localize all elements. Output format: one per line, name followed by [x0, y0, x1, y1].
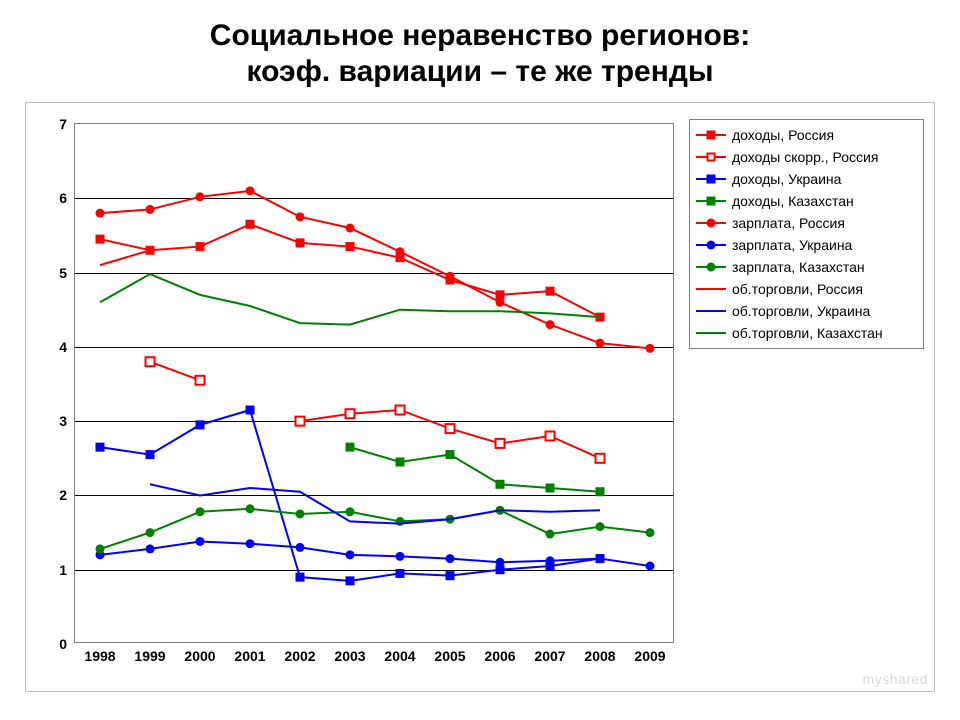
- title-line-2: коэф. вариации – те же тренды: [20, 54, 940, 90]
- y-tick-label: 4: [59, 339, 67, 355]
- legend-swatch: [696, 124, 726, 146]
- y-tick-label: 7: [59, 116, 67, 132]
- legend-label: доходы, Россия: [732, 124, 834, 146]
- legend-swatch: [696, 212, 726, 234]
- x-tick-label: 2001: [234, 648, 265, 664]
- series-line: [100, 191, 650, 348]
- legend-swatch: [696, 190, 726, 212]
- legend-label: зарплата, Россия: [732, 212, 845, 234]
- legend-label: зарплата, Казахстан: [732, 256, 865, 278]
- legend-item: об.торговли, Россия: [696, 278, 917, 300]
- legend-label: доходы, Украина: [732, 168, 841, 190]
- legend-swatch: [696, 322, 726, 344]
- x-tick-label: 2008: [584, 648, 615, 664]
- series-line: [100, 250, 150, 265]
- slide: Социальное неравенство регионов: коэф. в…: [0, 0, 960, 720]
- legend-swatch: [696, 168, 726, 190]
- x-tick-label: 2009: [634, 648, 665, 664]
- x-tick-label: 1999: [134, 648, 165, 664]
- x-tick-label: 2006: [484, 648, 515, 664]
- legend-item: об.торговли, Украина: [696, 300, 917, 322]
- legend-item: доходы, Украина: [696, 168, 917, 190]
- legend-swatch: [696, 146, 726, 168]
- legend-label: об.торговли, Казахстан: [732, 322, 883, 344]
- legend-label: доходы, Казахстан: [732, 190, 854, 212]
- legend: доходы, Россиядоходы скорр., Россиядоход…: [689, 119, 924, 349]
- legend-item: об.торговли, Казахстан: [696, 322, 917, 344]
- legend-swatch: [696, 278, 726, 300]
- legend-item: зарплата, Украина: [696, 234, 917, 256]
- x-tick-label: 2002: [284, 648, 315, 664]
- y-tick-label: 1: [59, 562, 67, 578]
- legend-item: зарплата, Казахстан: [696, 256, 917, 278]
- slide-title: Социальное неравенство регионов: коэф. в…: [20, 18, 940, 90]
- y-tick-label: 0: [59, 636, 67, 652]
- legend-label: доходы скорр., Россия: [732, 146, 878, 168]
- x-tick-label: 2005: [434, 648, 465, 664]
- series-line: [350, 447, 600, 492]
- legend-label: зарплата, Украина: [732, 234, 852, 256]
- legend-label: об.торговли, Украина: [732, 300, 870, 322]
- y-tick-label: 5: [59, 265, 67, 281]
- legend-item: доходы, Казахстан: [696, 190, 917, 212]
- watermark: myshared: [863, 671, 928, 687]
- plot-area: 0123456719981999200020012002200320042005…: [74, 123, 674, 643]
- legend-item: зарплата, Россия: [696, 212, 917, 234]
- legend-swatch: [696, 256, 726, 278]
- series-line: [100, 541, 650, 566]
- x-tick-label: 2003: [334, 648, 365, 664]
- y-tick-label: 2: [59, 487, 67, 503]
- legend-item: доходы, Россия: [696, 124, 917, 146]
- x-tick-label: 1998: [84, 648, 115, 664]
- legend-swatch: [696, 300, 726, 322]
- legend-item: доходы скорр., Россия: [696, 146, 917, 168]
- y-tick-label: 3: [59, 413, 67, 429]
- series-line: [100, 274, 600, 325]
- title-line-1: Социальное неравенство регионов:: [20, 18, 940, 54]
- x-tick-label: 2000: [184, 648, 215, 664]
- series-line: [100, 509, 650, 549]
- x-tick-label: 2004: [384, 648, 415, 664]
- series-layer: [75, 124, 675, 644]
- series-line: [100, 224, 600, 317]
- legend-label: об.торговли, Россия: [732, 278, 863, 300]
- x-tick-label: 2007: [534, 648, 565, 664]
- y-tick-label: 6: [59, 190, 67, 206]
- chart-container: 0 1 2 3 4 5 6 7 1998 1999 2000 2001 2002 2003 2004 2005…: [25, 102, 935, 692]
- series-line: [150, 362, 200, 381]
- series-line: [150, 484, 600, 523]
- legend-swatch: [696, 234, 726, 256]
